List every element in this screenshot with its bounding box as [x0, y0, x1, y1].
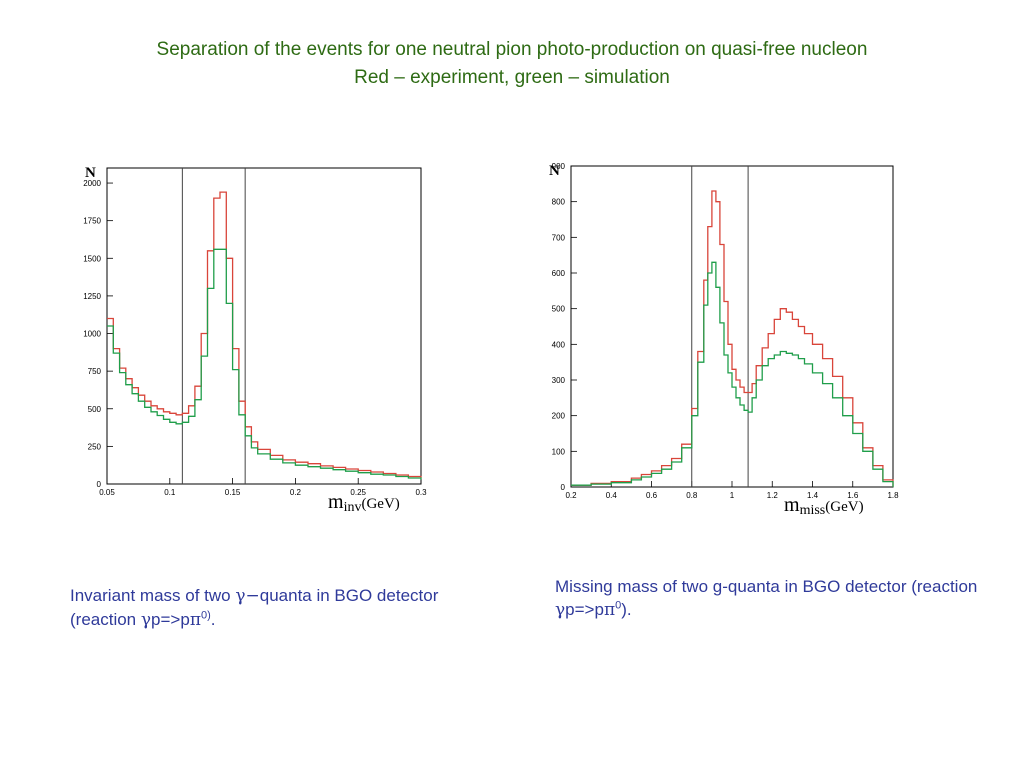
y-tick-label: 300 [552, 376, 566, 385]
y-tick-label: 100 [552, 447, 566, 456]
series-experiment [107, 191, 422, 478]
y-tick-label: 1750 [83, 217, 101, 226]
x-tick-label: 0.2 [565, 491, 577, 500]
x-tick-label: 1.8 [887, 491, 899, 500]
x-tick-label: 0.3 [415, 488, 427, 497]
series-simulation [107, 248, 422, 480]
y-tick-label: 750 [88, 367, 102, 376]
y-tick-label: 0 [97, 480, 102, 489]
y-tick-label: 2000 [83, 179, 101, 188]
series-experiment [571, 190, 894, 487]
x-axis-label: mmiss(GeV) [784, 494, 864, 518]
x-tick-label: 0.4 [606, 491, 618, 500]
y-tick-label: 1250 [83, 292, 101, 301]
plot-frame [570, 165, 894, 488]
y-tick-label: 500 [88, 405, 102, 414]
series-simulation [571, 261, 894, 487]
y-tick-label: 200 [552, 412, 566, 421]
slide-title-line1: Separation of the events for one neutral… [156, 39, 868, 60]
x-tick-label: 0.25 [350, 488, 366, 497]
chart-inv: 0 250 500 750 1000 1250 1500 1750 2000 0.05 0.1 0.1… [83, 165, 427, 515]
x-tick-label: 0.1 [164, 488, 176, 497]
y-tick-label: 700 [552, 233, 566, 242]
y-tick-label: 1500 [83, 254, 101, 263]
caption-missing-mass: Missing mass of two g-quanta in BGO dete… [555, 577, 978, 620]
chart-miss: 0 100 200 300 400 500 600 700 800 900 0.2 0.4 0.6 0.8… [549, 162, 899, 518]
y-tick-label: 250 [88, 442, 102, 451]
x-tick-label: 0.2 [290, 488, 302, 497]
caption-invariant-mass: Invariant mass of two γ−quanta in BGO de… [70, 586, 439, 630]
x-tick-label: 1.2 [767, 491, 779, 500]
y-tick-label: 800 [552, 198, 566, 207]
y-tick-label: 0 [561, 483, 566, 492]
y-tick-label: 600 [552, 269, 566, 278]
y-axis-label: N [85, 165, 96, 181]
x-tick-label: 1 [730, 491, 735, 500]
x-tick-label: 0.6 [646, 491, 658, 500]
plot-frame [106, 167, 422, 485]
y-axis-label: N [549, 163, 560, 179]
x-tick-label: 0.05 [99, 488, 115, 497]
slide-title-line2: Red – experiment, green – simulation [354, 67, 670, 88]
x-tick-label: 0.8 [686, 491, 698, 500]
x-tick-label: 1.6 [847, 491, 859, 500]
x-tick-label: 0.15 [225, 488, 241, 497]
y-tick-label: 1000 [83, 330, 101, 339]
y-tick-label: 400 [552, 340, 566, 349]
y-tick-label: 900 [552, 162, 566, 171]
x-tick-label: 1.4 [807, 491, 819, 500]
x-axis-label: minv(GeV) [328, 491, 400, 515]
y-tick-label: 500 [552, 305, 566, 314]
